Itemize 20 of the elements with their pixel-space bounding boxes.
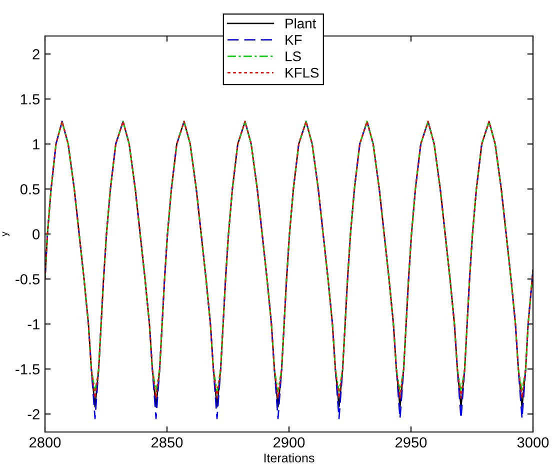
legend-label: LS bbox=[286, 51, 301, 62]
y-tick-label: 1 bbox=[33, 139, 40, 150]
y-tick-label: -2 bbox=[28, 409, 40, 420]
y-tick-label: 0.5 bbox=[20, 184, 40, 194]
y-tick-label: 2 bbox=[32, 49, 40, 60]
y-tick-label: -0.5 bbox=[16, 274, 40, 284]
legend-label: KFLS bbox=[286, 68, 319, 78]
x-axis-title: Iterations bbox=[264, 453, 314, 462]
x-tick-label: 2800 bbox=[30, 437, 61, 448]
x-tick-label: 2850 bbox=[152, 437, 183, 448]
y-tick-label: 1.5 bbox=[20, 94, 40, 104]
x-tick-label: 3000 bbox=[517, 437, 549, 448]
legend-label: Plant bbox=[286, 18, 316, 28]
y-tick-label: -1.5 bbox=[16, 364, 40, 374]
x-tick-label: 2900 bbox=[274, 437, 305, 448]
y-tick-label: -1 bbox=[28, 319, 40, 330]
y-axis-title: y bbox=[2, 232, 10, 236]
legend-label: KF bbox=[286, 35, 302, 45]
y-tick-label: 0 bbox=[32, 229, 40, 240]
x-tick-label: 2950 bbox=[396, 437, 427, 448]
